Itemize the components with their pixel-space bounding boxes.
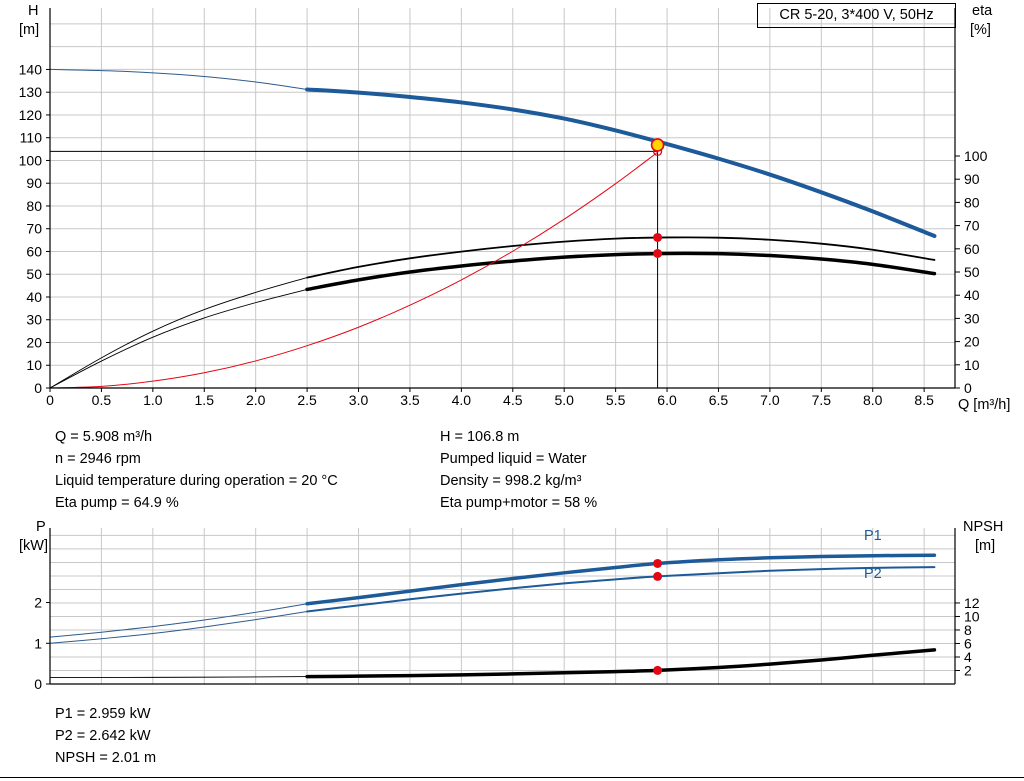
duty-info-right: H = 106.8 m Pumped liquid = Water Densit…: [440, 426, 597, 514]
svg-text:5.5: 5.5: [606, 392, 626, 408]
svg-text:20: 20: [26, 334, 42, 350]
p1-curve-label: P1: [864, 528, 882, 544]
svg-text:2: 2: [964, 662, 972, 678]
info-pumped-liquid: Pumped liquid = Water: [440, 451, 587, 467]
eta-axis-unit: [%]: [970, 22, 991, 38]
svg-text:80: 80: [964, 194, 980, 210]
svg-text:7.0: 7.0: [760, 392, 780, 408]
svg-text:60: 60: [26, 243, 42, 259]
svg-text:30: 30: [26, 312, 42, 328]
svg-text:5.0: 5.0: [554, 392, 574, 408]
svg-text:3.0: 3.0: [349, 392, 369, 408]
pump-title-box: CR 5-20, 3*400 V, 50Hz: [757, 3, 956, 28]
q-axis-label: Q [m³/h]: [958, 397, 1011, 413]
svg-text:3.5: 3.5: [400, 392, 420, 408]
svg-text:100: 100: [964, 148, 988, 164]
svg-text:8.0: 8.0: [863, 392, 883, 408]
svg-text:0: 0: [964, 380, 972, 396]
svg-text:70: 70: [964, 218, 980, 234]
svg-text:0: 0: [46, 392, 54, 408]
svg-text:2.0: 2.0: [246, 392, 266, 408]
result-npsh: NPSH = 2.01 m: [55, 750, 157, 766]
h-axis-label: H: [28, 3, 39, 19]
info-head: H = 106.8 m: [440, 429, 520, 445]
svg-text:4: 4: [964, 649, 972, 665]
svg-text:1.0: 1.0: [143, 392, 163, 408]
svg-text:6: 6: [964, 635, 972, 651]
svg-text:8: 8: [964, 622, 972, 638]
head-efficiency-chart[interactable]: 0 10 20 30 40 50 60 70 80 90 100 110 120 130 140 0 10 20 3…: [0, 0, 1024, 420]
svg-text:40: 40: [26, 289, 42, 305]
npsh-axis-label: NPSH: [963, 519, 1004, 535]
result-p1: P1 = 2.959 kW: [55, 706, 151, 722]
svg-text:70: 70: [26, 221, 42, 237]
svg-text:10: 10: [964, 608, 980, 624]
svg-text:100: 100: [19, 152, 43, 168]
p2-curve-label: P2: [864, 566, 882, 582]
svg-text:30: 30: [964, 310, 980, 326]
svg-text:1: 1: [34, 635, 42, 651]
svg-text:1.5: 1.5: [195, 392, 215, 408]
result-p2: P2 = 2.642 kW: [55, 728, 151, 744]
info-flow: Q = 5.908 m³/h: [55, 429, 153, 445]
info-eta-pump-motor: Eta pump+motor = 58 %: [440, 495, 598, 511]
npsh-axis-unit: [m]: [975, 538, 996, 554]
page-bottom-border: [0, 777, 1024, 778]
svg-text:90: 90: [26, 175, 42, 191]
info-eta-pump: Eta pump = 64.9 %: [55, 495, 179, 511]
p-axis-unit: [kW]: [19, 538, 48, 554]
info-density: Density = 998.2 kg/m³: [440, 473, 582, 489]
svg-text:90: 90: [964, 171, 980, 187]
svg-text:2: 2: [34, 595, 42, 611]
eta-axis-label: eta: [972, 3, 993, 19]
svg-text:0: 0: [34, 380, 42, 396]
svg-text:2.5: 2.5: [297, 392, 317, 408]
duty-info-left: Q = 5.908 m³/h n = 2946 rpm Liquid tempe…: [55, 426, 338, 514]
svg-text:12: 12: [964, 595, 980, 611]
svg-text:0: 0: [34, 676, 42, 692]
svg-text:4.5: 4.5: [503, 392, 523, 408]
svg-text:4.0: 4.0: [452, 392, 472, 408]
svg-text:8.5: 8.5: [914, 392, 934, 408]
svg-text:120: 120: [19, 107, 43, 123]
svg-text:6.5: 6.5: [709, 392, 729, 408]
svg-text:40: 40: [964, 287, 980, 303]
svg-text:7.5: 7.5: [812, 392, 832, 408]
svg-text:60: 60: [964, 241, 980, 257]
svg-text:140: 140: [19, 61, 43, 77]
svg-text:0.5: 0.5: [92, 392, 112, 408]
svg-text:10: 10: [964, 357, 980, 373]
svg-text:80: 80: [26, 198, 42, 214]
info-liquid-temp: Liquid temperature during operation = 20…: [55, 473, 338, 489]
svg-text:50: 50: [26, 266, 42, 282]
svg-text:6.0: 6.0: [657, 392, 677, 408]
svg-text:10: 10: [26, 357, 42, 373]
svg-text:20: 20: [964, 334, 980, 350]
svg-text:110: 110: [20, 130, 43, 146]
result-block: P1 = 2.959 kW P2 = 2.642 kW NPSH = 2.01 …: [55, 703, 156, 769]
p-axis-label: P: [36, 519, 46, 535]
info-speed: n = 2946 rpm: [55, 451, 141, 467]
svg-text:130: 130: [19, 84, 43, 100]
h-axis-unit: [m]: [19, 22, 40, 38]
svg-text:50: 50: [964, 264, 980, 280]
